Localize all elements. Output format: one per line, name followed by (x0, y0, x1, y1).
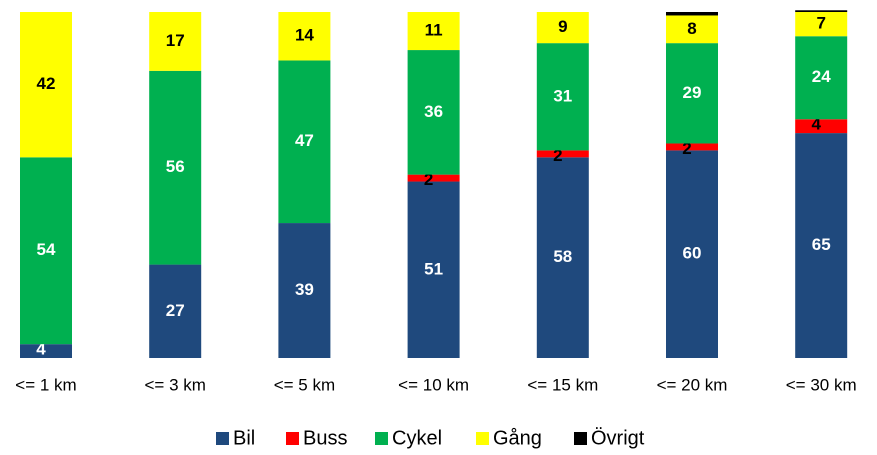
bar-segment (536, 157, 589, 358)
legend-swatch (574, 432, 587, 445)
data-label: 9 (558, 17, 567, 36)
data-label: 11 (425, 21, 443, 40)
data-label: 51 (424, 259, 443, 278)
bar-segment (149, 264, 202, 358)
legend-label: Cykel (392, 427, 442, 449)
bar-segment (666, 15, 718, 44)
bar-segment (666, 12, 718, 16)
bar-segment (149, 70, 202, 265)
bar-segment (536, 150, 589, 158)
x-tick-label: <= 30 km (786, 375, 857, 394)
bar-segment (407, 174, 460, 182)
x-tick-label: <= 15 km (527, 375, 598, 394)
bar-segment (795, 133, 848, 358)
data-label: 24 (812, 67, 831, 86)
bar-segment (278, 223, 331, 358)
x-tick-label: <= 1 km (15, 375, 76, 394)
bar-segment (149, 12, 202, 71)
x-tick-label: <= 10 km (398, 375, 469, 394)
bar-segment (795, 12, 848, 37)
x-tick-label: <= 5 km (274, 375, 335, 394)
data-label: 27 (166, 301, 185, 320)
bar-segment (666, 43, 718, 144)
bar-segment (20, 157, 72, 345)
bar-segment (536, 12, 589, 44)
legend-swatch (216, 432, 229, 445)
bar-segment (278, 60, 331, 224)
bar-segment (407, 12, 460, 51)
data-label: 14 (295, 26, 314, 45)
data-label: 17 (166, 31, 185, 50)
bar-segment (795, 10, 848, 12)
data-label: 54 (37, 240, 56, 259)
bar-segment (20, 12, 72, 158)
bar-segment (20, 344, 72, 358)
bar-segment (407, 50, 460, 175)
legend-label: Buss (303, 427, 347, 449)
bar-segment (666, 150, 718, 358)
data-label: 2 (424, 170, 433, 189)
data-label: 7 (816, 14, 825, 33)
bar-segment (795, 119, 848, 134)
data-label: 29 (683, 83, 702, 102)
data-label: 58 (553, 247, 572, 266)
bar-segment (536, 43, 589, 151)
data-label: 2 (553, 146, 562, 165)
data-label: 31 (553, 86, 572, 105)
data-label: 60 (683, 244, 702, 263)
bar-segment (407, 181, 460, 358)
x-tick-label: <= 20 km (657, 375, 728, 394)
data-label: 42 (37, 74, 56, 93)
legend-label: Gång (493, 427, 542, 449)
data-label: 56 (166, 157, 185, 176)
data-label: 8 (687, 19, 696, 38)
legend-swatch (286, 432, 299, 445)
legend-swatch (375, 432, 388, 445)
legend-swatch (476, 432, 489, 445)
legend-label: Övrigt (591, 427, 645, 449)
data-label: 47 (295, 131, 314, 150)
data-label: 65 (812, 235, 831, 254)
data-label: 4 (36, 340, 46, 359)
data-label: 39 (295, 280, 314, 299)
bar-segment (666, 143, 718, 151)
bar-segment (795, 36, 848, 120)
data-label: 2 (682, 139, 691, 158)
bar-segment (278, 12, 331, 61)
legend-label: Bil (233, 427, 255, 449)
data-label: 4 (811, 115, 821, 134)
data-label: 36 (424, 102, 443, 121)
x-tick-label: <= 3 km (144, 375, 205, 394)
